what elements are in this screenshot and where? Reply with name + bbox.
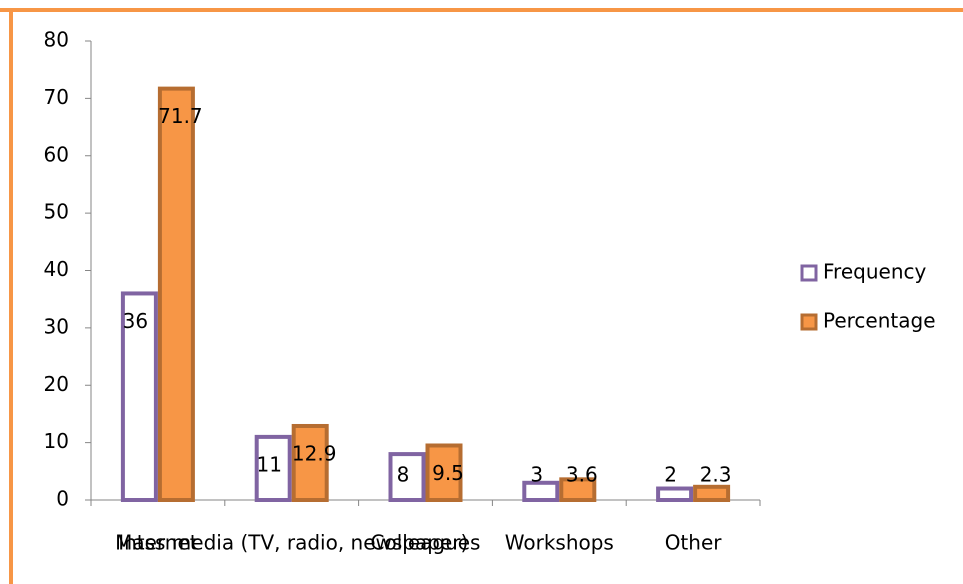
legend-swatch <box>800 264 818 282</box>
y-tick-label: 0 <box>56 487 69 511</box>
bar <box>388 452 426 503</box>
bar <box>425 443 463 502</box>
bar <box>157 86 195 502</box>
legend-label: Percentage <box>823 309 936 333</box>
value-label: 2 <box>664 463 677 487</box>
value-label: 8 <box>397 463 410 487</box>
bar <box>559 477 597 503</box>
bar <box>120 291 158 503</box>
value-label: 36 <box>123 309 148 333</box>
legend-label: Frequency <box>823 260 926 284</box>
y-tick-label: 50 <box>44 200 69 224</box>
y-tick-label: 70 <box>44 85 69 109</box>
x-tick-label: Workshops <box>505 531 614 555</box>
bar <box>522 480 560 503</box>
y-tick-label: 30 <box>44 314 69 338</box>
x-tick-label: Mass media (TV, radio, newspaper) <box>115 531 468 555</box>
legend-swatch <box>800 313 818 331</box>
value-label: 71.7 <box>158 104 203 128</box>
value-label: 3.6 <box>566 463 598 487</box>
y-tick-label: 20 <box>44 372 69 396</box>
value-label: 11 <box>256 452 281 476</box>
y-tick-label: 10 <box>44 429 69 453</box>
y-tick-label: 60 <box>44 142 69 166</box>
x-tick-label: Other <box>665 531 723 555</box>
bar <box>291 423 329 502</box>
bar <box>656 486 694 502</box>
value-label: 9.5 <box>432 461 464 485</box>
value-label: 3 <box>530 463 543 487</box>
y-tick-label: 80 <box>44 28 69 52</box>
x-tick-label: Colleagues <box>371 531 481 555</box>
x-tick-label: Internet <box>118 531 198 555</box>
value-label: 12.9 <box>292 441 337 465</box>
y-tick-label: 40 <box>44 257 69 281</box>
bar <box>254 434 292 503</box>
bar <box>693 484 731 502</box>
value-label: 2.3 <box>700 463 732 487</box>
